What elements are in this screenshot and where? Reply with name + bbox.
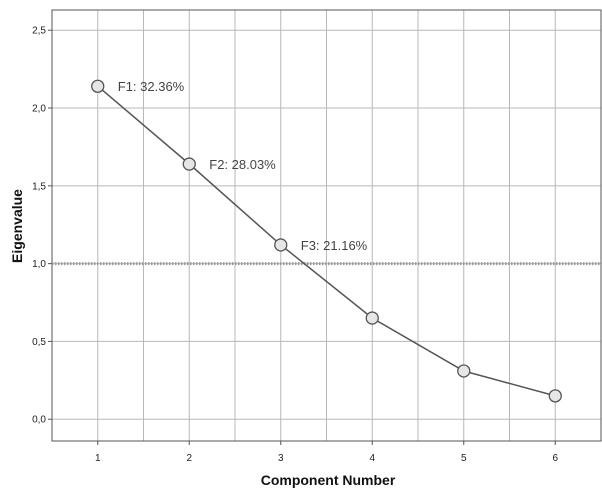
data-point	[548, 389, 562, 403]
y-axis-title: Eigenvalue	[9, 189, 25, 263]
data-point	[365, 311, 379, 325]
data-point	[457, 364, 471, 378]
data-point	[91, 79, 105, 93]
x-tick-label: 6	[552, 453, 558, 464]
y-tick-label: 0,0	[32, 415, 46, 426]
point-annotation-label: F3: 21.16%	[301, 238, 368, 253]
grid	[52, 10, 602, 441]
y-tick-label: 0,5	[32, 337, 46, 348]
x-tick-label: 3	[278, 453, 284, 464]
x-axis-title: Component Number	[261, 472, 396, 488]
x-tick-label: 4	[369, 453, 375, 464]
point-annotation-label: F1: 32.36%	[118, 79, 185, 94]
data-point	[274, 238, 288, 252]
y-tick-label: 1,5	[32, 181, 46, 192]
plot-frame	[51, 9, 602, 442]
series-line	[97, 85, 556, 397]
x-tick-label: 5	[461, 453, 467, 464]
point-annotation-label: F2: 28.03%	[209, 157, 276, 172]
y-axis-ticks: 0,0 0,5 1,0 1,5 2,0 2,5	[32, 26, 52, 426]
x-axis-ticks: 1 2 3 4 5 6	[95, 441, 558, 464]
x-tick-label: 2	[186, 453, 192, 464]
y-tick-label: 2,5	[32, 26, 46, 37]
data-point	[182, 157, 196, 171]
y-tick-label: 2,0	[32, 104, 46, 115]
point-annotations: F1: 32.36% F2: 28.03% F3: 21.16%	[118, 79, 368, 253]
y-tick-label: 1,0	[32, 259, 46, 270]
x-tick-label: 1	[95, 453, 101, 464]
data-points	[91, 79, 562, 403]
